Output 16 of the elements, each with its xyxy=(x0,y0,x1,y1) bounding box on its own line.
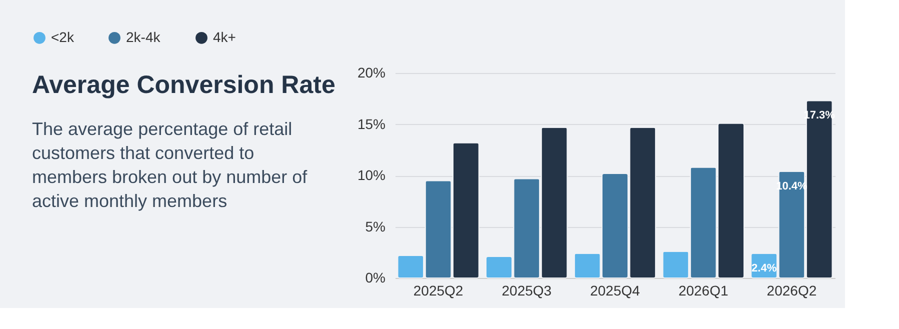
x-tick-label: 2026Q2 xyxy=(766,282,817,298)
y-tick-label: 5% xyxy=(365,218,386,234)
x-tick-label: 2025Q2 xyxy=(413,282,464,298)
text: Average Conversion Rate xyxy=(32,71,336,99)
legend-label: 2k-4k xyxy=(126,28,162,45)
y-tick-label: 15% xyxy=(357,116,386,132)
data-label: 2.4% xyxy=(752,262,777,274)
y-tick-label: 10% xyxy=(357,167,386,183)
x-tick-label: 2025Q3 xyxy=(502,282,552,298)
y-tick-label: 20% xyxy=(357,64,386,80)
text: The average percentage of retail customers that converted to members broken out by number of active monthly members xyxy=(32,119,308,211)
legend-label: <2k xyxy=(51,28,75,45)
legend-label: 4k+ xyxy=(213,28,236,45)
x-tick-label: 2025Q4 xyxy=(590,282,640,298)
x-tick-label: 2026Q1 xyxy=(678,282,728,298)
y-tick-label: 0% xyxy=(365,270,386,286)
